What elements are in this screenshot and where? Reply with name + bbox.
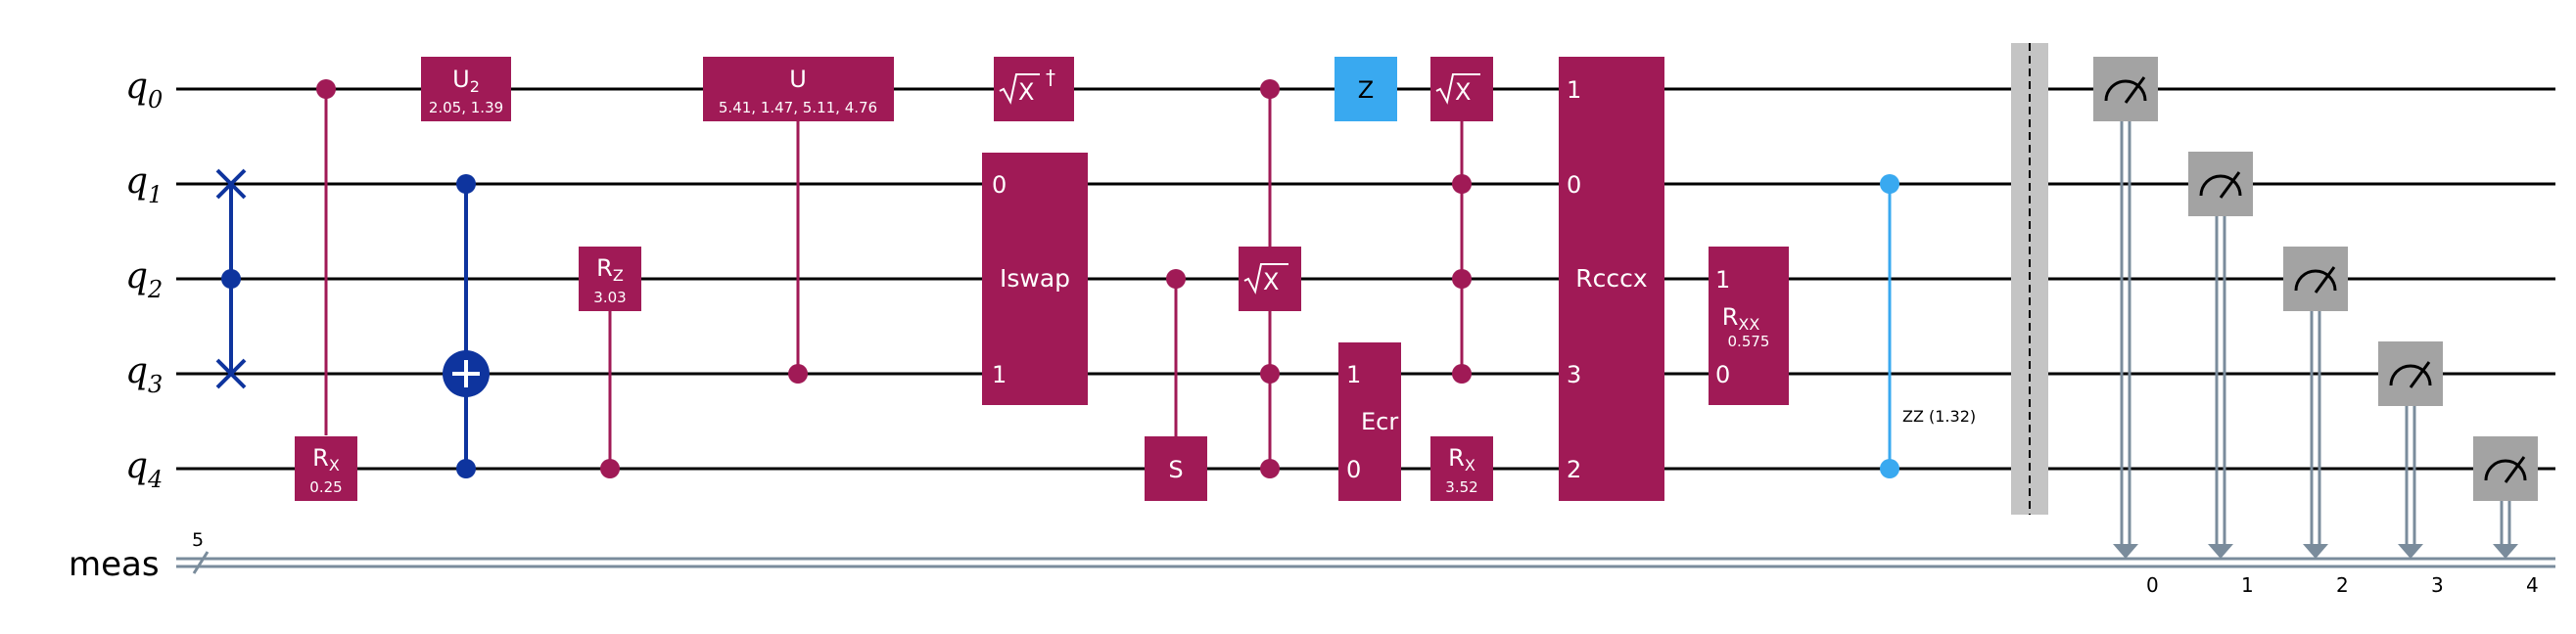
classical-width: 5 bbox=[192, 529, 204, 551]
measure-index-1: 1 bbox=[2241, 573, 2254, 597]
csx-radical-icon bbox=[1243, 263, 1288, 294]
measure-q2: 2 bbox=[2283, 247, 2349, 597]
rcccx-port-q4: 2 bbox=[1567, 456, 1581, 483]
ccsx-radical-icon bbox=[1435, 73, 1480, 105]
zz-dot-q4 bbox=[1880, 459, 1899, 478]
swap-control-dot bbox=[221, 269, 241, 289]
classical-register-label: meas bbox=[69, 545, 160, 584]
ccx-target-plus bbox=[452, 360, 480, 387]
u2-gate-label: U2 bbox=[452, 66, 480, 96]
crx-control-dot bbox=[316, 79, 336, 99]
zz-label: ZZ (1.32) bbox=[1902, 407, 1976, 426]
rcccx-gate bbox=[1559, 57, 1664, 501]
rz-gate-param: 3.03 bbox=[593, 289, 626, 306]
qubit-label-q0: q0 bbox=[125, 67, 163, 113]
ecr-gate-label: Ecr bbox=[1361, 408, 1398, 435]
rz-gate bbox=[579, 247, 641, 311]
meter-icon bbox=[2104, 79, 2147, 102]
ccsx-control-dot-q1 bbox=[1452, 174, 1472, 194]
ccx-control-dot-q1 bbox=[456, 174, 476, 194]
qubit-label-q4: q4 bbox=[125, 446, 163, 493]
s-gate bbox=[1145, 436, 1207, 501]
u-gate-param: 5.41, 1.47, 5.11, 4.76 bbox=[719, 99, 877, 116]
ccsx-radicand: X bbox=[1455, 78, 1471, 106]
mcsx-control-dot-q4 bbox=[1260, 459, 1280, 478]
meter-icon bbox=[2199, 174, 2242, 197]
rxx-gate bbox=[1709, 247, 1789, 405]
qubit-label-q2: q2 bbox=[125, 256, 163, 303]
measure-q4: 4 bbox=[2473, 436, 2539, 597]
iswap-port-top: 0 bbox=[992, 171, 1007, 199]
s-gate-label: S bbox=[1168, 456, 1183, 483]
meter-icon bbox=[2294, 269, 2337, 292]
rx-gate-q4-label: RX bbox=[312, 444, 340, 475]
rx-gate-q4 bbox=[295, 436, 357, 501]
mcsx-control-dot-q0 bbox=[1260, 79, 1280, 99]
rxx-gate-param: 0.575 bbox=[1728, 333, 1770, 350]
rx-gate-q4b bbox=[1430, 436, 1493, 501]
measure-q3: 3 bbox=[2378, 341, 2444, 597]
mcsx-control-dot-q3 bbox=[1260, 364, 1280, 384]
measure-index-3: 3 bbox=[2431, 573, 2444, 597]
ecr-port-top: 1 bbox=[1346, 361, 1361, 388]
iswap-gate-label: Iswap bbox=[1000, 264, 1070, 293]
rz-gate-label: RZ bbox=[596, 254, 624, 285]
measure-index-4: 4 bbox=[2526, 573, 2539, 597]
csx-radicand: X bbox=[1263, 268, 1279, 295]
rxx-port-top: 1 bbox=[1715, 266, 1730, 294]
measure-q1: 1 bbox=[2188, 152, 2254, 597]
qubit-label-q1: q1 bbox=[125, 161, 163, 208]
cs-control-dot bbox=[1166, 269, 1186, 289]
u-gate-label: U bbox=[789, 66, 807, 93]
bus-slash bbox=[192, 551, 210, 574]
iswap-gate bbox=[982, 153, 1088, 405]
ecr-port-bottom: 0 bbox=[1346, 456, 1361, 483]
sxdg-radical-icon bbox=[999, 73, 1040, 105]
rx-gate-q4b-param: 3.52 bbox=[1445, 478, 1477, 496]
cu-control-dot bbox=[788, 364, 808, 384]
rx-gate-q4b-label: RX bbox=[1448, 444, 1475, 475]
qubit-label-q3: q3 bbox=[125, 351, 163, 398]
rxx-port-bottom: 0 bbox=[1715, 361, 1730, 388]
u-gate bbox=[703, 57, 894, 121]
z-gate bbox=[1335, 57, 1397, 121]
rcccx-port-q3: 3 bbox=[1567, 361, 1581, 388]
zz-dot-q1 bbox=[1880, 174, 1899, 194]
sxdg-dagger: † bbox=[1046, 66, 1055, 89]
rxx-gate-label: RXX bbox=[1722, 303, 1760, 334]
rcccx-port-q1: 0 bbox=[1567, 171, 1581, 199]
classical-wire bbox=[176, 557, 2555, 568]
measure-index-2: 2 bbox=[2336, 573, 2349, 597]
iswap-port-bottom: 1 bbox=[992, 361, 1007, 388]
z-gate-label: Z bbox=[1358, 76, 1374, 104]
ecr-gate bbox=[1338, 342, 1401, 501]
rx-gate-q4-param: 0.25 bbox=[309, 478, 342, 496]
ccsx-control-dot-q2 bbox=[1452, 269, 1472, 289]
sxdg-gate bbox=[994, 57, 1074, 121]
measure-q0: 0 bbox=[2093, 57, 2159, 597]
rcccx-gate-label: Rcccx bbox=[1575, 264, 1647, 293]
ccx-control-dot-q4 bbox=[456, 459, 476, 478]
rcccx-port-q0: 1 bbox=[1567, 76, 1581, 104]
u2-gate bbox=[421, 57, 511, 121]
measure-index-0: 0 bbox=[2146, 573, 2159, 597]
ccsx-control-dot-q3 bbox=[1452, 364, 1472, 384]
meter-icon bbox=[2484, 459, 2527, 481]
crz-control-dot bbox=[600, 459, 620, 478]
sxdg-radicand: X bbox=[1018, 78, 1034, 106]
meter-icon bbox=[2389, 364, 2432, 386]
u2-gate-param: 2.05, 1.39 bbox=[429, 99, 503, 116]
